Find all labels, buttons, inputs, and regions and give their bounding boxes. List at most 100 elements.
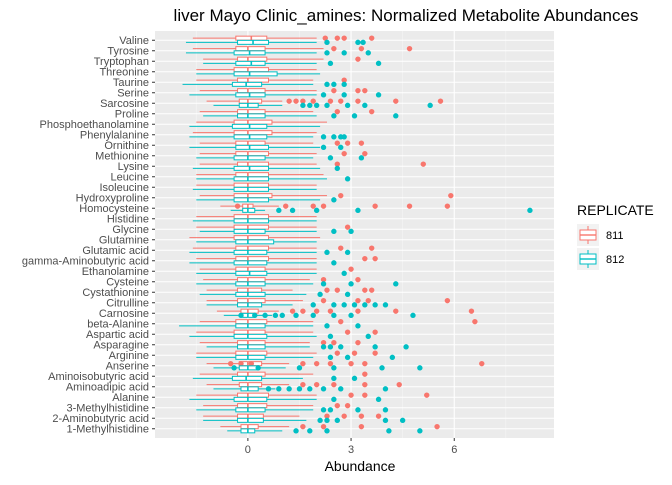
y-tick-label: Tyrosine <box>107 46 149 58</box>
box-iqr <box>235 319 268 325</box>
box-iqr <box>235 151 270 157</box>
box-iqr <box>237 403 268 409</box>
outlier-point <box>324 428 330 434</box>
box-iqr <box>235 46 266 52</box>
outlier-point <box>231 365 237 371</box>
grid-major <box>155 31 554 438</box>
outlier-point <box>272 312 279 319</box>
y-tick-label: Proline <box>115 109 149 121</box>
y-tick-label: Aminoadipic acid <box>66 382 149 394</box>
outlier-point <box>320 423 327 430</box>
box-iqr <box>233 176 270 182</box>
outlier-point <box>227 360 234 367</box>
outlier-point <box>355 339 361 346</box>
y-tick-label: 3-Methylhistidine <box>66 403 149 415</box>
outlier-point <box>355 308 361 314</box>
outlier-point <box>375 413 382 419</box>
box-811 <box>203 413 382 419</box>
box-812 <box>179 323 361 329</box>
outlier-point <box>338 144 344 151</box>
y-tick-label: Cysteine <box>106 277 149 289</box>
outlier-point <box>382 407 389 413</box>
box-iqr <box>231 81 263 87</box>
outlier-point <box>327 354 334 361</box>
box-iqr <box>237 56 268 62</box>
outlier-point <box>313 308 320 314</box>
outlier-point <box>344 402 351 409</box>
x-tick-label: 3 <box>348 444 354 456</box>
outlier-point <box>331 81 337 88</box>
outlier-point <box>410 312 416 319</box>
box-iqr <box>238 98 263 104</box>
box-811 <box>192 130 317 136</box>
box-iqr <box>237 109 266 115</box>
y-tick-label: Aminoisobutyric acid <box>48 371 149 383</box>
outlier-point <box>320 386 327 392</box>
box-iqr <box>235 172 270 178</box>
outlier-point <box>327 407 334 413</box>
y-tick-label: Glutamic acid <box>82 245 149 257</box>
outlier-point <box>417 365 423 371</box>
outlier-point <box>355 207 361 214</box>
legend-label: 812 <box>606 254 624 266</box>
outlier-point <box>338 245 344 251</box>
outlier-point <box>331 375 337 382</box>
outlier-point <box>344 329 351 335</box>
outlier-point <box>238 360 244 367</box>
y-tick-label: Serine <box>117 88 149 100</box>
outlier-point <box>300 102 306 109</box>
grid-minor <box>195 31 507 438</box>
outlier-point <box>310 98 316 104</box>
box-iqr <box>233 214 270 220</box>
box-812 <box>189 123 321 129</box>
outlier-point <box>406 203 413 209</box>
outlier-point <box>382 386 389 392</box>
box-812 <box>189 144 344 151</box>
box-iqr <box>233 130 273 136</box>
outlier-point <box>320 276 327 283</box>
box-iqr <box>233 186 270 192</box>
box-812 <box>196 155 365 161</box>
outlier-point <box>355 56 361 62</box>
outlier-point <box>393 98 399 104</box>
outlier-point <box>334 417 341 424</box>
legend: REPLICATE 811 812 <box>577 202 654 270</box>
outlier-point <box>527 207 533 214</box>
box-iqr <box>237 77 270 83</box>
y-tick-label: Ornithine <box>104 140 149 152</box>
box-iqr <box>235 281 266 287</box>
outlier-point <box>365 333 371 340</box>
outlier-point <box>344 291 351 298</box>
box-iqr <box>237 161 270 167</box>
outlier-point <box>310 203 316 209</box>
outlier-point <box>276 386 282 392</box>
box-811 <box>196 392 430 398</box>
box-811 <box>206 98 444 104</box>
box-iqr <box>237 340 266 346</box>
outlier-point <box>348 266 354 272</box>
outlier-point <box>331 312 337 319</box>
outlier-point <box>434 423 440 430</box>
box-iqr <box>235 354 266 360</box>
outlier-point <box>338 318 344 325</box>
outlier-point <box>344 224 351 230</box>
box-iqr <box>237 277 266 283</box>
box-811 <box>199 192 454 199</box>
y-tick-label: Asparagine <box>93 340 149 352</box>
box-811 <box>206 381 402 388</box>
outlier-point <box>372 350 378 356</box>
outlier-point <box>386 428 392 434</box>
outlier-point <box>300 98 306 104</box>
outlier-point <box>262 312 268 319</box>
outlier-point <box>355 39 361 46</box>
outlier-point <box>355 407 361 413</box>
outlier-point <box>393 113 399 119</box>
outlier-point <box>334 161 341 167</box>
box-811 <box>199 150 368 157</box>
box-iqr <box>233 218 270 224</box>
box-812 <box>196 281 399 287</box>
outlier-point <box>344 102 351 109</box>
outlier-point <box>327 155 334 161</box>
box-812 <box>192 218 317 224</box>
box-iqr <box>233 134 268 140</box>
